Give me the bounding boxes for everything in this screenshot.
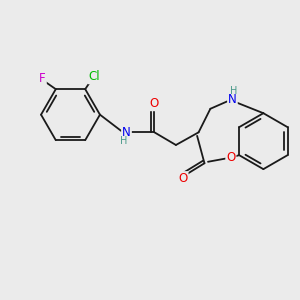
Text: N: N [228, 93, 237, 106]
Text: N: N [122, 126, 131, 139]
Text: F: F [39, 72, 46, 86]
Text: O: O [150, 97, 159, 110]
Text: H: H [230, 86, 238, 96]
Text: Cl: Cl [88, 70, 100, 83]
Text: O: O [178, 172, 188, 185]
Text: H: H [120, 136, 128, 146]
Text: O: O [226, 151, 236, 164]
